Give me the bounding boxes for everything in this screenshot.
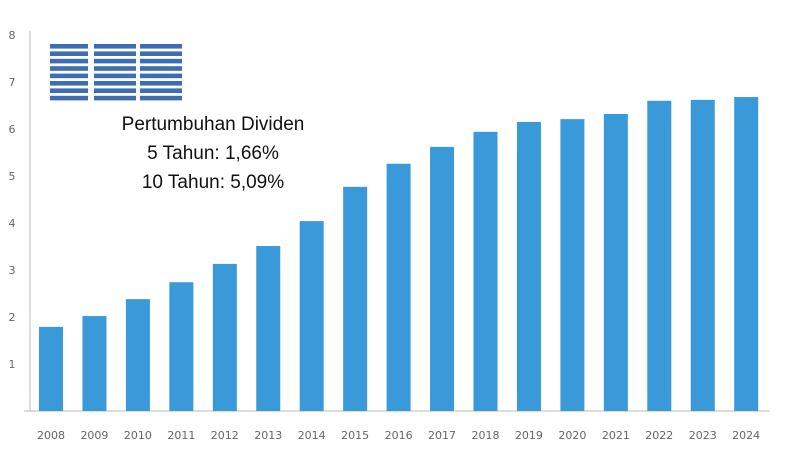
bar-2011 <box>169 282 194 411</box>
x-tick-label: 2010 <box>124 429 152 442</box>
x-tick-label: 2017 <box>428 429 456 442</box>
ibm-logo-graphic <box>50 44 182 102</box>
y-tick-label: 5 <box>9 170 16 183</box>
x-tick-label: 2008 <box>37 429 65 442</box>
y-tick-label: 3 <box>9 264 16 277</box>
bar-2014 <box>299 221 324 411</box>
bar-2022 <box>647 100 672 412</box>
x-tick-label: 2012 <box>211 429 239 442</box>
y-tick-label: 6 <box>9 123 16 136</box>
bar-2013 <box>256 246 281 411</box>
x-tick-label: 2013 <box>254 429 282 442</box>
x-tick-label: 2020 <box>558 429 586 442</box>
bar-2021 <box>603 113 628 412</box>
bar-2009 <box>82 316 107 411</box>
annotation-10-year: 10 Tahun: 5,09% <box>141 172 285 193</box>
x-tick-label: 2021 <box>602 429 630 442</box>
bar-2019 <box>516 121 541 411</box>
x-tick-label: 2018 <box>472 429 500 442</box>
bar-2018 <box>473 131 498 411</box>
y-tick-label: 2 <box>9 311 16 324</box>
bar-2024 <box>734 97 759 411</box>
bar-2008 <box>39 326 63 411</box>
x-tick-label: 2019 <box>515 429 543 442</box>
x-tick-label: 2024 <box>732 429 760 442</box>
bar-2012 <box>212 263 237 411</box>
bar-2015 <box>343 186 368 411</box>
x-tick-label: 2023 <box>689 429 717 442</box>
x-tick-label: 2015 <box>341 429 369 442</box>
dividend-growth-annotation: Pertumbuhan Dividen 5 Tahun: 1,66% 10 Ta… <box>83 110 343 197</box>
bar-2017 <box>430 146 455 412</box>
x-tick-label: 2014 <box>298 429 326 442</box>
bar-2023 <box>690 99 715 412</box>
annotation-5-year: 5 Tahun: 1,66% <box>147 143 279 164</box>
y-tick-label: 1 <box>9 358 16 371</box>
x-tick-label: 2009 <box>80 429 108 442</box>
bar-2010 <box>125 299 150 411</box>
y-tick-label: 4 <box>9 217 16 230</box>
y-tick-label: 7 <box>9 76 16 89</box>
annotation-title: Pertumbuhan Dividen <box>121 114 305 135</box>
x-tick-label: 2011 <box>167 429 195 442</box>
bar-2020 <box>560 119 585 411</box>
x-tick-label: 2016 <box>385 429 413 442</box>
bar-2016 <box>386 163 411 411</box>
y-tick-label: 8 <box>9 29 16 42</box>
x-tick-label: 2022 <box>645 429 673 442</box>
